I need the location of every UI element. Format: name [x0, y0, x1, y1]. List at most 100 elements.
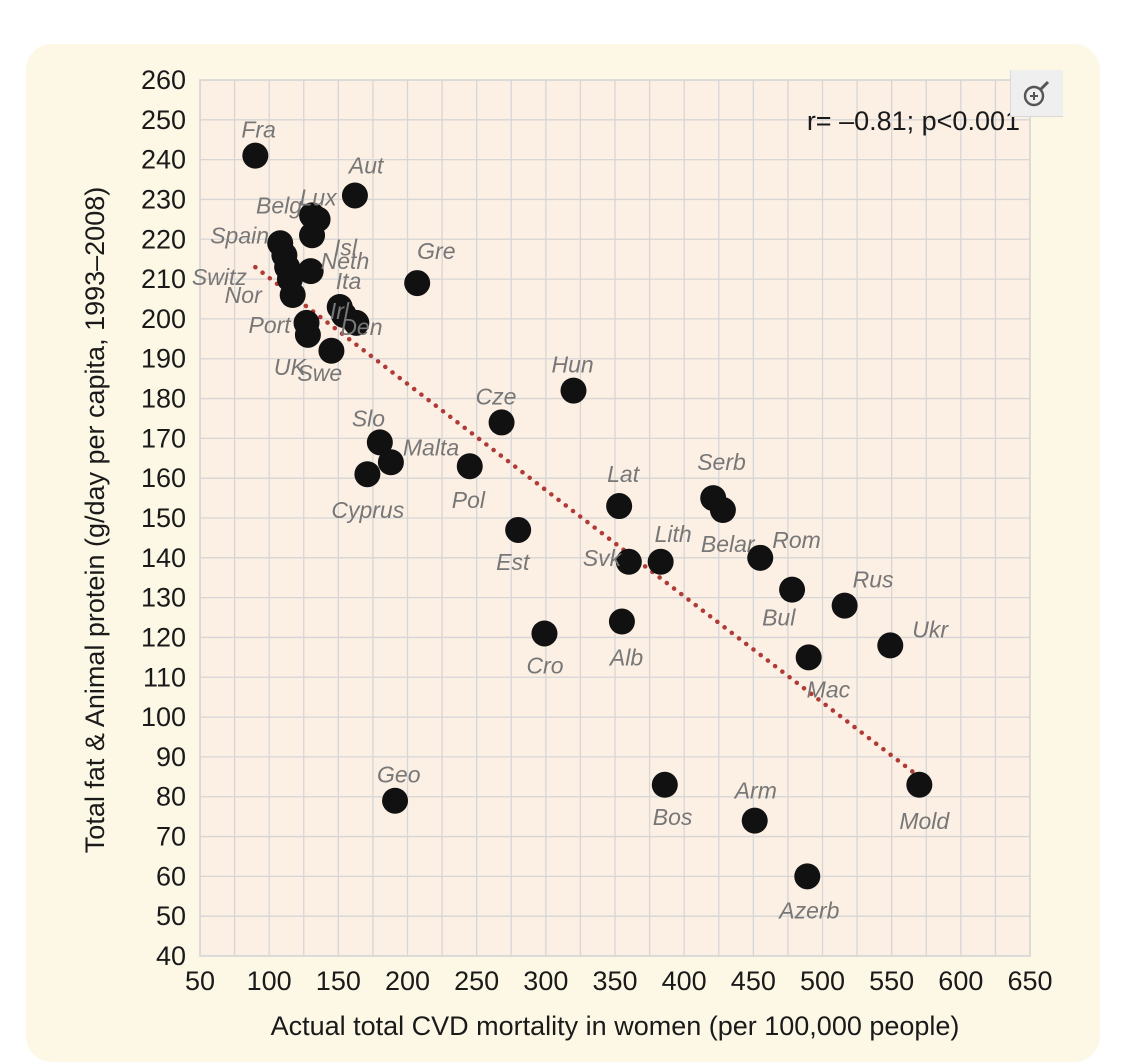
- data-point: [366, 429, 393, 456]
- data-point: [741, 807, 768, 834]
- data-point-label: Cze: [476, 383, 517, 409]
- y-tick-label: 150: [141, 503, 186, 533]
- data-point: [294, 321, 321, 348]
- data-point-label: UK: [274, 354, 308, 380]
- data-point: [299, 222, 326, 249]
- y-tick-label: 160: [141, 463, 186, 493]
- data-point-label: Cyprus: [331, 497, 404, 523]
- correlation-annotation: r= –0.81; p<0.001: [807, 106, 1020, 136]
- y-tick-label: 200: [141, 304, 186, 334]
- data-point: [615, 548, 642, 575]
- data-point-label: Switz: [192, 264, 247, 290]
- data-point: [608, 608, 635, 635]
- data-point-label: Belar: [701, 531, 756, 557]
- y-tick-label: 100: [141, 702, 186, 732]
- x-tick-label: 50: [185, 966, 215, 996]
- zoom-in-icon: [1023, 80, 1050, 107]
- x-tick-label: 450: [731, 966, 776, 996]
- data-point: [242, 142, 269, 169]
- data-point-label: Svk: [583, 545, 623, 571]
- data-points: [242, 142, 933, 890]
- data-point-label: Malta: [403, 434, 459, 460]
- data-point-label: Azerb: [777, 897, 839, 923]
- data-point-label: Gre: [417, 238, 455, 264]
- data-point: [906, 771, 933, 798]
- data-point-label: Den: [340, 314, 382, 340]
- y-tick-label: 210: [141, 264, 186, 294]
- y-tick-label: 90: [156, 742, 186, 772]
- regression-line: [253, 264, 922, 780]
- data-point-label: Pol: [452, 487, 486, 513]
- axis-tick-labels: 50 100 150 200 250 300 350 400 450 500 550 600 650 40…: [141, 65, 1053, 996]
- x-tick-label: 400: [662, 966, 707, 996]
- data-point: [877, 632, 904, 659]
- data-point: [341, 182, 368, 209]
- y-axis-title: Total fat & Animal protein (g/day per ca…: [80, 187, 110, 853]
- data-point-label: Neth: [321, 248, 370, 274]
- data-point-label: Bul: [762, 605, 796, 631]
- data-point: [343, 309, 370, 336]
- y-tick-label: 170: [141, 423, 186, 453]
- data-point-label: Alb: [608, 645, 643, 671]
- data-point: [795, 644, 822, 671]
- data-point: [299, 202, 326, 229]
- data-point-label: Serb: [697, 449, 746, 475]
- data-point: [794, 863, 821, 890]
- data-point-label: Slo: [352, 405, 385, 431]
- data-point: [488, 409, 515, 436]
- data-point: [456, 453, 483, 480]
- data-point: [382, 787, 409, 814]
- zoom-button[interactable]: [1010, 70, 1063, 117]
- data-point-label: Lith: [655, 521, 692, 547]
- y-tick-label: 220: [141, 224, 186, 254]
- y-tick-label: 80: [156, 782, 186, 812]
- data-point: [709, 497, 736, 524]
- data-point-label: Ukr: [912, 616, 949, 642]
- x-axis-title: Actual total CVD mortality in women (per…: [271, 1011, 960, 1041]
- y-tick-label: 260: [141, 65, 186, 95]
- data-point-label: Lat: [607, 461, 641, 487]
- data-point: [297, 258, 324, 285]
- data-point: [651, 771, 678, 798]
- y-tick-label: 140: [141, 543, 186, 573]
- y-tick-label: 110: [143, 662, 186, 692]
- data-point-label: Spain: [210, 222, 269, 248]
- x-tick-label: 550: [869, 966, 914, 996]
- x-tick-label: 500: [800, 966, 845, 996]
- y-tick-label: 250: [141, 105, 186, 135]
- data-point: [647, 548, 674, 575]
- data-point: [531, 620, 558, 647]
- data-point-label: Swe: [297, 360, 342, 386]
- data-point: [377, 449, 404, 476]
- x-tick-label: 250: [454, 966, 499, 996]
- data-point: [505, 516, 532, 543]
- trend-line: [253, 264, 922, 780]
- y-tick-label: 70: [156, 822, 186, 852]
- data-point: [279, 282, 306, 309]
- data-point: [560, 377, 587, 404]
- y-tick-label: 190: [141, 344, 186, 374]
- data-point: [606, 493, 633, 520]
- data-point-label: Port: [249, 312, 293, 338]
- x-tick-label: 650: [1007, 966, 1052, 996]
- x-tick-label: 600: [938, 966, 983, 996]
- data-point-label: Belg: [256, 192, 302, 218]
- data-point-label: Hun: [552, 352, 594, 378]
- y-tick-label: 130: [141, 583, 186, 613]
- y-tick-label: 120: [141, 622, 186, 652]
- x-tick-label: 200: [385, 966, 430, 996]
- x-tick-label: 100: [247, 966, 292, 996]
- y-tick-label: 40: [156, 941, 186, 971]
- data-point-label: Rom: [772, 527, 821, 553]
- data-point: [354, 461, 381, 488]
- data-point: [831, 592, 858, 619]
- data-point-label: Isl: [334, 234, 358, 260]
- data-point-label: Cro: [526, 652, 563, 678]
- x-tick-label: 350: [592, 966, 637, 996]
- y-tick-label: 60: [156, 861, 186, 891]
- data-point-label: Lux: [300, 184, 339, 210]
- data-point-label: Bos: [653, 804, 693, 830]
- data-point: [779, 576, 806, 603]
